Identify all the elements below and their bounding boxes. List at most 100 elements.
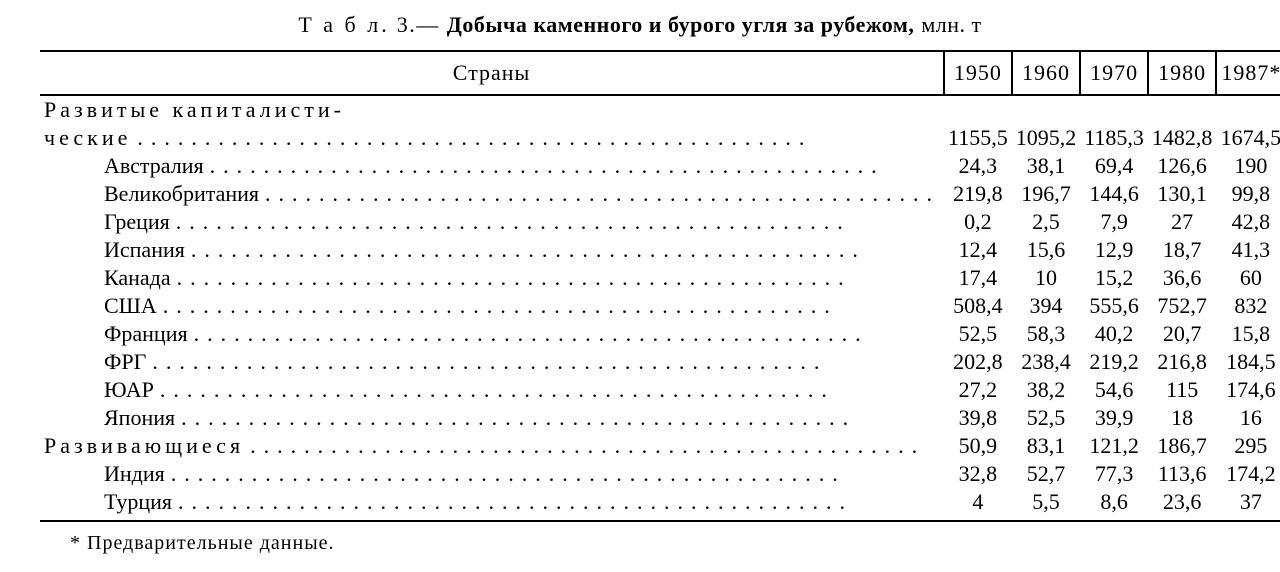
table-row: Индия...................................… (40, 460, 1280, 488)
cell-value: 12,4 (944, 236, 1012, 264)
row-label: Развитые капиталисти- (44, 96, 345, 124)
cell-value: 216,8 (1148, 348, 1217, 376)
cell-value: 1185,3 (1080, 124, 1148, 152)
cell-value: 58,3 (1012, 320, 1081, 348)
leader-dots: ........................................… (194, 320, 940, 348)
cell-value: 1482,8 (1148, 124, 1217, 152)
cell-value (944, 95, 1012, 124)
cell-value: 39,8 (944, 404, 1012, 432)
row-label-cell: Япония..................................… (40, 404, 944, 432)
table-row: ФРГ.....................................… (40, 348, 1280, 376)
cell-value: 4 (944, 488, 1012, 521)
cell-value: 2,5 (1012, 208, 1081, 236)
row-label-cell: Греция..................................… (40, 208, 944, 236)
row-label-cell: ЮАР.....................................… (40, 376, 944, 404)
table-row: ческие..................................… (40, 124, 1280, 152)
cell-value: 15,2 (1080, 264, 1148, 292)
cell-value: 1674,5 (1216, 124, 1280, 152)
caption-title: Добыча каменного и бурого угля за рубежо… (447, 12, 915, 37)
cell-value: 99,8 (1216, 180, 1280, 208)
row-label-cell: Испания.................................… (40, 236, 944, 264)
col-header-1950: 1950 (944, 51, 1012, 95)
row-label: ФРГ (104, 348, 146, 376)
table-row: Великобритания..........................… (40, 180, 1280, 208)
cell-value: 219,2 (1080, 348, 1148, 376)
cell-value: 37 (1216, 488, 1280, 521)
cell-value: 15,6 (1012, 236, 1081, 264)
coal-production-table: Страны 1950 1960 1970 1980 1987* Развиты… (40, 50, 1280, 522)
cell-value: 52,5 (1012, 404, 1081, 432)
cell-value: 202,8 (944, 348, 1012, 376)
col-header-country: Страны (40, 51, 944, 95)
row-label: Япония (104, 404, 175, 432)
cell-value: 54,6 (1080, 376, 1148, 404)
row-label: Турция (104, 488, 172, 516)
table-row: Греция..................................… (40, 208, 1280, 236)
row-label-cell: ческие..................................… (40, 124, 944, 152)
leader-dots: ........................................… (181, 404, 940, 432)
caption-number: 3.— (397, 12, 440, 37)
cell-value: 115 (1148, 376, 1217, 404)
cell-value: 41,3 (1216, 236, 1280, 264)
table-header-row: Страны 1950 1960 1970 1980 1987* (40, 51, 1280, 95)
cell-value: 24,3 (944, 152, 1012, 180)
leader-dots: ........................................… (176, 208, 940, 236)
cell-value: 18 (1148, 404, 1217, 432)
cell-value: 1095,2 (1012, 124, 1081, 152)
cell-value: 752,7 (1148, 292, 1217, 320)
cell-value: 40,2 (1080, 320, 1148, 348)
cell-value: 174,2 (1216, 460, 1280, 488)
caption-prefix: Т а б л. (298, 12, 389, 37)
table-row: Испания.................................… (40, 236, 1280, 264)
cell-value: 130,1 (1148, 180, 1217, 208)
leader-dots: ........................................… (191, 236, 940, 264)
col-header-1987: 1987* (1216, 51, 1280, 95)
table-caption: Т а б л. 3.— Добыча каменного и бурого у… (40, 12, 1240, 38)
row-label: Канада (104, 264, 171, 292)
row-label-cell: Развивающиеся...........................… (40, 432, 944, 460)
cell-value: 186,7 (1148, 432, 1217, 460)
col-header-1970: 1970 (1080, 51, 1148, 95)
row-label-cell: Развитые капиталисти- (40, 95, 944, 124)
row-label: Развивающиеся (44, 432, 244, 460)
cell-value: 184,5 (1216, 348, 1280, 376)
cell-value: 121,2 (1080, 432, 1148, 460)
leader-dots: ........................................… (177, 264, 940, 292)
cell-value: 16 (1216, 404, 1280, 432)
cell-value: 77,3 (1080, 460, 1148, 488)
table-row: Развитые капиталисти- (40, 95, 1280, 124)
row-label: ЮАР (104, 376, 154, 404)
leader-dots: ........................................… (137, 124, 940, 152)
row-label-cell: Турция..................................… (40, 488, 944, 521)
row-label-cell: Великобритания..........................… (40, 180, 944, 208)
table-row: Турция..................................… (40, 488, 1280, 521)
cell-value: 190 (1216, 152, 1280, 180)
cell-value: 17,4 (944, 264, 1012, 292)
cell-value: 5,5 (1012, 488, 1081, 521)
cell-value: 10 (1012, 264, 1081, 292)
cell-value: 238,4 (1012, 348, 1081, 376)
cell-value: 113,6 (1148, 460, 1217, 488)
cell-value: 555,6 (1080, 292, 1148, 320)
row-label-cell: Индия...................................… (40, 460, 944, 488)
cell-value: 126,6 (1148, 152, 1217, 180)
table-row: Япония..................................… (40, 404, 1280, 432)
leader-dots: ........................................… (160, 376, 940, 404)
row-label: Великобритания (104, 180, 259, 208)
cell-value: 69,4 (1080, 152, 1148, 180)
cell-value: 1155,5 (944, 124, 1012, 152)
cell-value: 196,7 (1012, 180, 1081, 208)
row-label-cell: США.....................................… (40, 292, 944, 320)
cell-value (1080, 95, 1148, 124)
cell-value: 15,8 (1216, 320, 1280, 348)
caption-units: млн. т (921, 12, 981, 37)
row-label: Испания (104, 236, 185, 264)
table-row: ЮАР.....................................… (40, 376, 1280, 404)
table-body: Развитые капиталисти-ческие.............… (40, 95, 1280, 521)
cell-value: 0,2 (944, 208, 1012, 236)
cell-value (1148, 95, 1217, 124)
leader-dots: ........................................… (152, 348, 940, 376)
leader-dots: ........................................… (171, 460, 940, 488)
cell-value: 508,4 (944, 292, 1012, 320)
cell-value: 27 (1148, 208, 1217, 236)
